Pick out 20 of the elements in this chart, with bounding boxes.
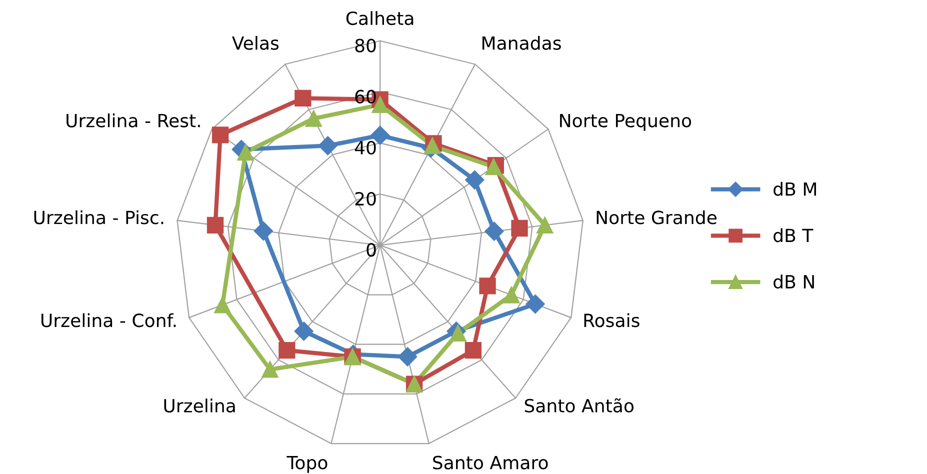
spoke-label: Urzelina - Pisc.	[34, 210, 164, 224]
y-tick-label: 40	[354, 140, 376, 155]
spoke-label: Urzelina - Conf.	[42, 313, 176, 328]
spoke-label: Velas	[232, 36, 279, 50]
spoke-label: Santo Amaro	[433, 456, 548, 470]
y-tick-label: 80	[355, 38, 376, 52]
legend-label: dB N	[774, 274, 814, 289]
y-tick-label: 0	[366, 243, 376, 257]
spoke-label: Urzelina	[164, 398, 235, 413]
spoke-label: Topo	[286, 456, 328, 473]
legend-label: dB M	[774, 182, 816, 196]
spoke-label: Manadas	[482, 36, 561, 50]
spoke-label: Calheta	[346, 11, 414, 26]
spoke-label: Norte Grande	[596, 210, 716, 224]
spoke-label: Urzelina - Rest.	[66, 113, 200, 128]
legend-label: dB T	[774, 228, 814, 242]
spoke-label: Rosais	[584, 313, 640, 328]
spoke-label: Santo Antão	[524, 398, 634, 413]
y-tick-label: 20	[355, 192, 376, 206]
spoke-label: Norte Pequeno	[560, 114, 692, 131]
